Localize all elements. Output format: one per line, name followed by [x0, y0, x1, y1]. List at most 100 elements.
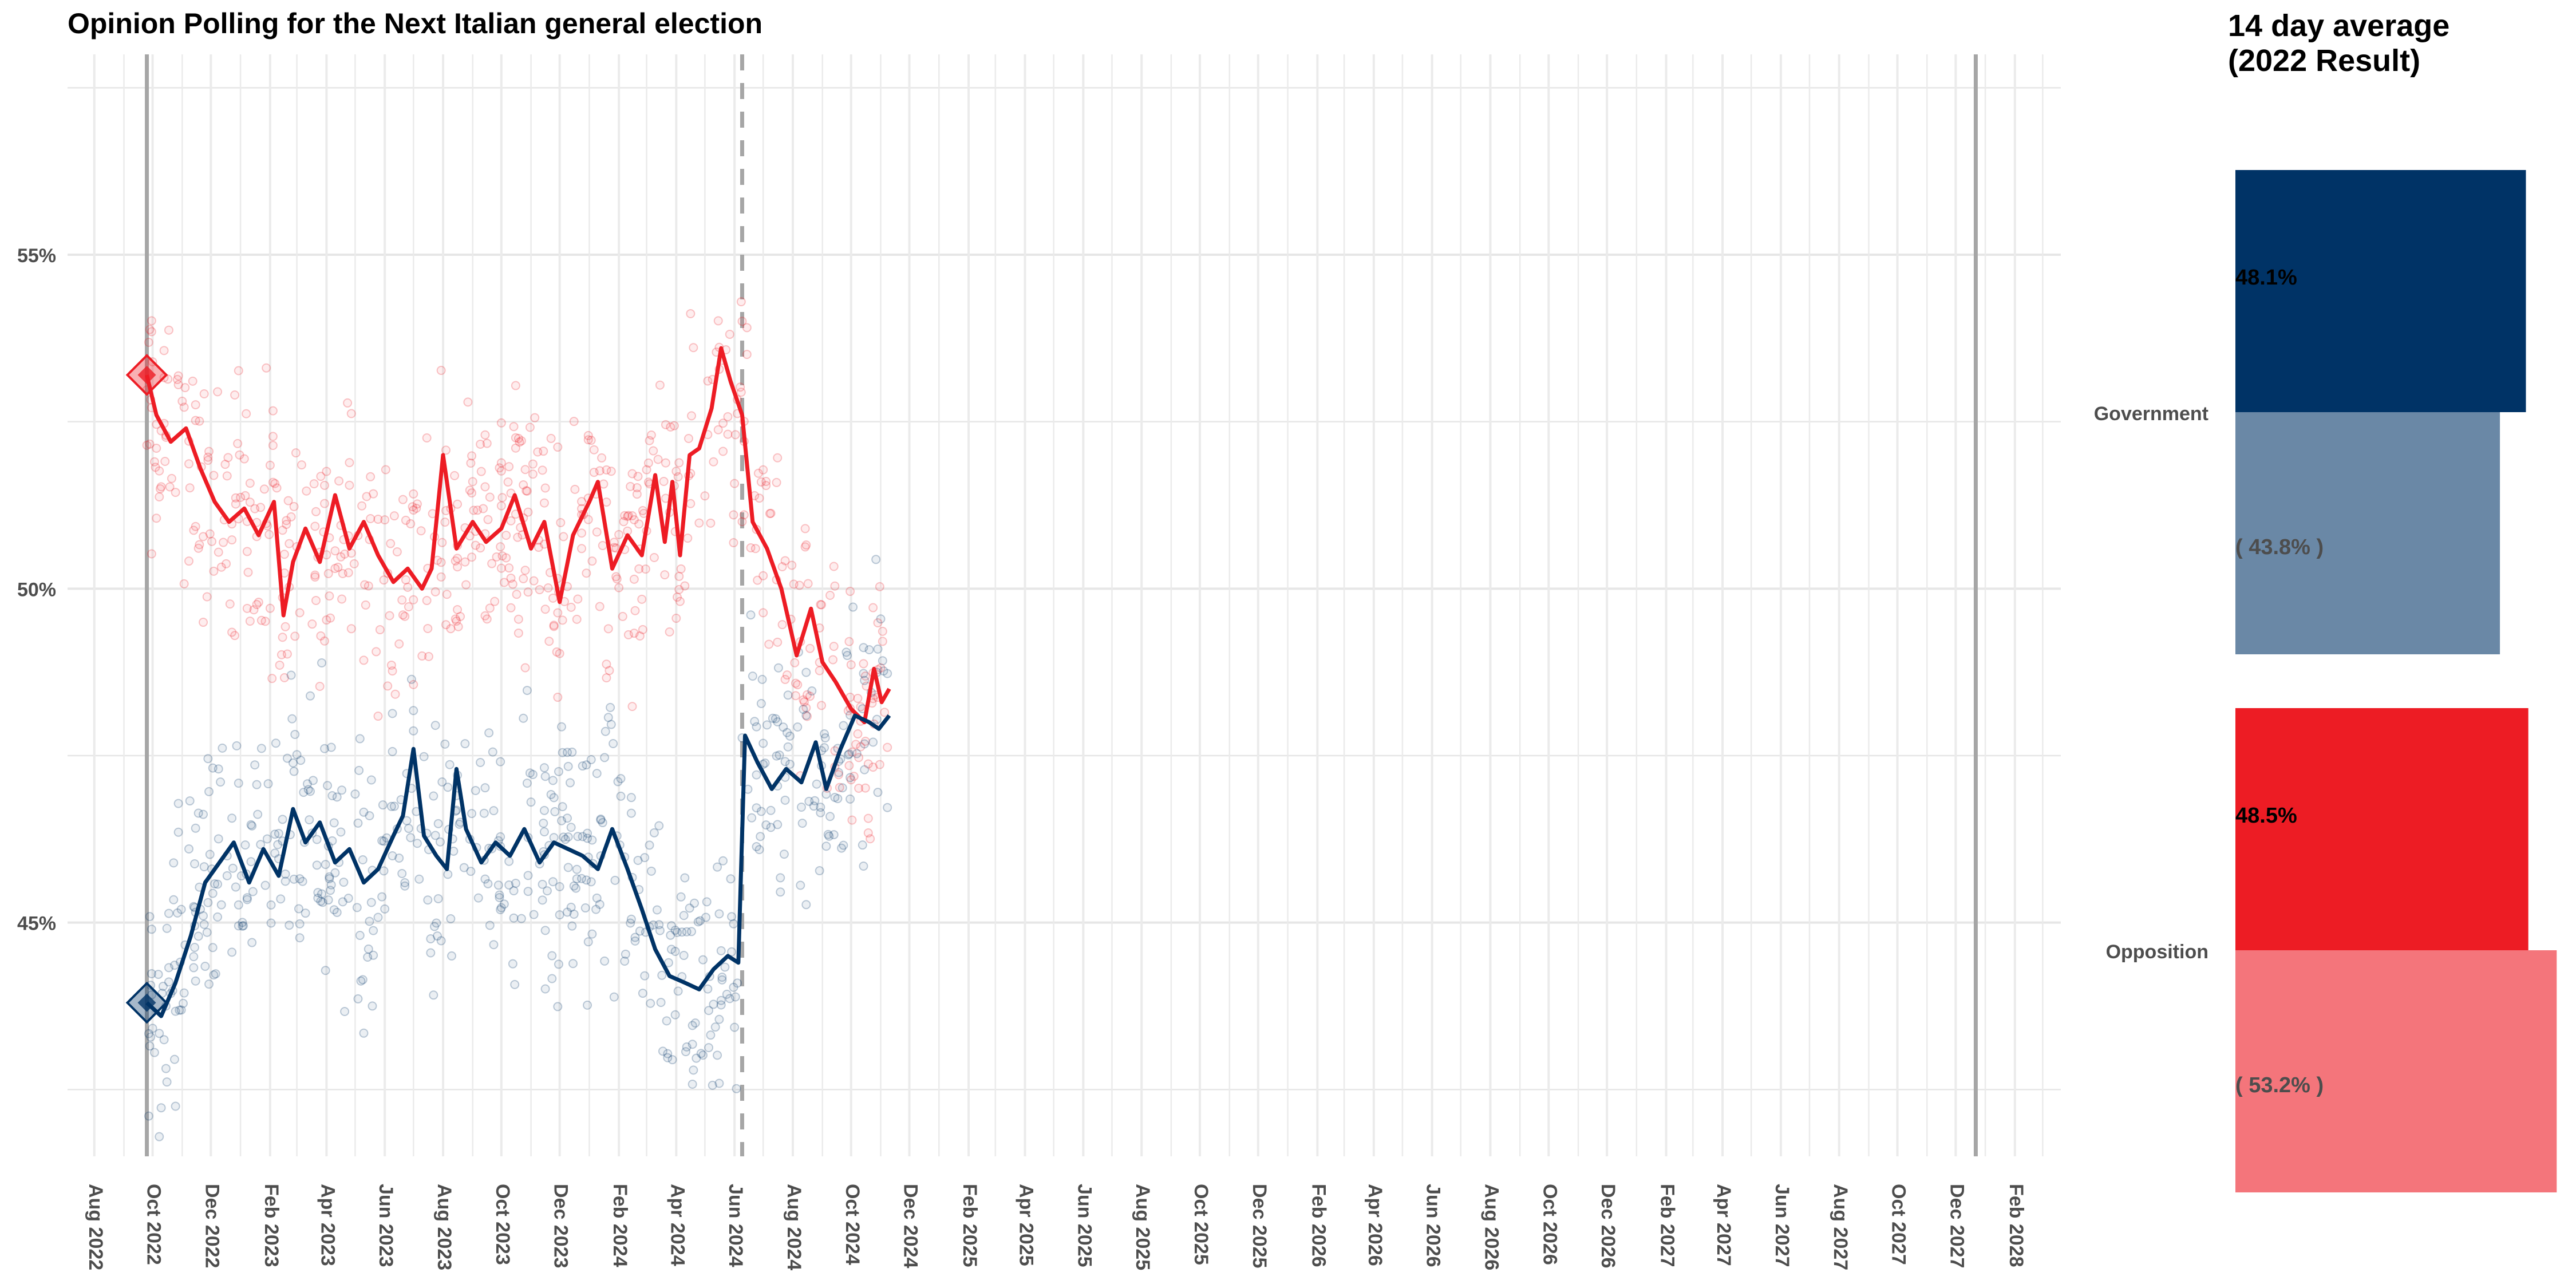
poll-points: [142, 297, 892, 1141]
poll-point: [446, 914, 456, 924]
poll-point: [540, 483, 550, 493]
poll-point: [555, 649, 564, 658]
poll-point: [847, 747, 857, 757]
poll-point: [828, 655, 838, 665]
poll-point: [496, 466, 506, 476]
poll-point: [660, 570, 670, 580]
poll-point: [803, 579, 813, 588]
poll-point: [195, 540, 204, 550]
poll-point: [153, 970, 163, 979]
poll-point: [736, 388, 746, 397]
poll-point: [512, 590, 521, 599]
poll-point: [525, 422, 535, 432]
poll-point: [540, 984, 550, 994]
poll-point: [184, 556, 193, 566]
poll-point: [318, 898, 327, 907]
poll-point: [692, 1053, 701, 1063]
poll-point: [846, 587, 855, 596]
poll-point: [582, 875, 591, 885]
poll-point: [508, 579, 517, 589]
poll-point: [352, 903, 362, 912]
poll-point: [286, 670, 296, 680]
poll-point: [717, 975, 727, 985]
poll-point: [716, 1000, 726, 1010]
poll-point: [164, 908, 173, 918]
poll-point: [492, 552, 501, 562]
poll-point: [245, 497, 255, 507]
poll-point: [573, 832, 583, 841]
poll-point: [766, 823, 776, 832]
poll-point: [504, 856, 514, 866]
poll-point: [320, 636, 330, 646]
poll-point: [280, 876, 290, 886]
poll-point: [722, 989, 732, 999]
poll-point: [394, 854, 404, 863]
poll-point: [569, 417, 579, 426]
poll-point: [372, 647, 381, 657]
poll-point: [392, 547, 402, 556]
poll-point: [148, 1024, 157, 1033]
poll-point: [791, 678, 800, 688]
poll-point: [202, 927, 212, 937]
poll-point: [227, 947, 237, 957]
poll-point: [354, 765, 364, 775]
poll-point: [649, 920, 658, 930]
poll-point: [801, 667, 811, 677]
poll-point: [511, 443, 520, 453]
poll-point: [209, 970, 219, 980]
poll-point: [688, 1021, 697, 1030]
poll-point: [706, 1030, 716, 1040]
poll-point: [661, 458, 670, 468]
poll-point: [729, 919, 738, 929]
poll-point: [523, 871, 533, 880]
poll-point: [305, 815, 314, 825]
x-tick-label: Dec 2026: [1597, 1184, 1619, 1268]
poll-point: [366, 472, 376, 481]
poll-point: [530, 413, 540, 422]
poll-point: [704, 1043, 714, 1053]
poll-point: [558, 802, 567, 812]
poll-point: [240, 840, 250, 850]
poll-point: [155, 466, 164, 476]
poll-point: [582, 760, 591, 770]
poll-point: [222, 559, 231, 568]
poll-point: [368, 1001, 377, 1011]
poll-point: [252, 780, 262, 789]
poll-point: [312, 835, 322, 844]
poll-point: [566, 823, 576, 832]
poll-point: [519, 574, 528, 583]
poll-point: [766, 805, 776, 815]
poll-point: [441, 620, 451, 630]
poll-point: [621, 949, 630, 959]
poll-point: [205, 850, 215, 859]
poll-point: [364, 581, 373, 591]
poll-point: [298, 876, 307, 886]
poll-point: [223, 453, 233, 463]
poll-point: [295, 874, 305, 884]
poll-point: [496, 905, 505, 915]
poll-point: [443, 783, 453, 792]
grid: [68, 54, 2061, 1156]
poll-point: [426, 948, 436, 958]
poll-point: [549, 621, 559, 630]
category-label: Government: [2094, 403, 2208, 425]
x-tick-label: Apr 2027: [1713, 1184, 1735, 1266]
poll-point: [780, 674, 790, 684]
poll-point: [713, 1050, 722, 1060]
poll-point: [666, 921, 676, 931]
poll-point: [388, 746, 397, 756]
poll-point: [587, 556, 597, 566]
poll-point: [737, 517, 747, 527]
poll-point: [717, 973, 727, 982]
poll-point: [273, 840, 283, 850]
poll-point: [504, 880, 514, 890]
poll-point: [549, 622, 559, 631]
poll-point: [191, 521, 200, 531]
poll-point: [422, 433, 432, 442]
poll-point: [283, 496, 293, 505]
poll-point: [655, 380, 665, 390]
poll-point: [350, 789, 360, 799]
poll-point: [535, 585, 544, 595]
poll-point: [844, 637, 854, 646]
x-tick-label: Aug 2024: [783, 1184, 805, 1270]
